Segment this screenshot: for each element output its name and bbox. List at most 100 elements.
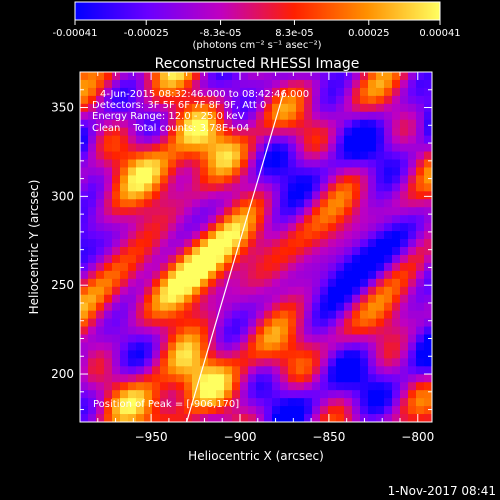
heatmap-cell: [184, 95, 193, 105]
heatmap-cell: [384, 87, 393, 97]
heatmap-cell: [128, 143, 137, 153]
chart-title: Reconstructed RHESSI Image: [155, 56, 360, 72]
heatmap-cell: [360, 254, 369, 264]
heatmap-cell: [312, 302, 321, 312]
heatmap-cell: [296, 111, 305, 121]
heatmap-cell: [344, 398, 353, 407]
heatmap-cell: [128, 95, 137, 105]
heatmap-cell: [80, 215, 89, 224]
heatmap-cell: [160, 167, 169, 176]
heatmap-cell: [88, 191, 97, 200]
heatmap-cell: [264, 231, 273, 240]
heatmap-cell: [120, 350, 129, 359]
heatmap-cell: [208, 215, 217, 224]
heatmap-cell: [424, 366, 432, 375]
heatmap-cell: [128, 199, 137, 208]
heatmap-cell: [152, 278, 161, 288]
heatmap-cell: [408, 278, 417, 288]
heatmap-cell: [112, 366, 121, 375]
heatmap-cell: [376, 294, 385, 304]
heatmap-cell: [248, 103, 257, 113]
heatmap-cell: [416, 215, 425, 224]
heatmap-cell: [160, 119, 169, 129]
heatmap-cell: [96, 199, 105, 208]
heatmap-cell: [376, 87, 385, 97]
heatmap-cell: [360, 366, 369, 375]
heatmap-cell: [384, 119, 393, 129]
heatmap-cell: [224, 199, 233, 208]
heatmap-cell: [416, 159, 425, 169]
heatmap-cell: [240, 159, 249, 169]
heatmap-cell: [240, 127, 249, 137]
heatmap-cell: [192, 406, 201, 415]
heatmap-cell: [344, 239, 353, 248]
heatmap-cell: [240, 167, 249, 176]
heatmap-cell: [424, 342, 432, 351]
heatmap-cell: [120, 167, 129, 176]
heatmap-cell: [224, 294, 233, 304]
heatmap-cell: [280, 398, 289, 407]
heatmap-cell: [288, 103, 297, 113]
heatmap-cell: [296, 247, 305, 256]
heatmap-cell: [184, 191, 193, 200]
heatmap-cell: [376, 278, 385, 288]
heatmap-cell: [376, 119, 385, 129]
heatmap-cell: [248, 262, 257, 272]
heatmap-cell: [120, 358, 129, 367]
heatmap-cell: [240, 143, 249, 153]
heatmap-cell: [256, 223, 265, 232]
heatmap-cell: [152, 143, 161, 153]
heatmap-cell: [312, 103, 321, 113]
heatmap-cell: [296, 342, 305, 351]
colorbar: [74, 1, 441, 21]
heatmap-cell: [312, 191, 321, 200]
heatmap-cell: [88, 366, 97, 375]
heatmap-cell: [120, 199, 129, 208]
heatmap-cell: [304, 103, 313, 113]
heatmap-cell: [392, 135, 401, 145]
heatmap-cell: [408, 183, 417, 192]
heatmap-cell: [104, 318, 113, 328]
heatmap-cell: [168, 310, 177, 320]
heatmap-cell: [144, 159, 153, 169]
heatmap-cell: [104, 374, 113, 383]
heatmap-cell: [408, 87, 417, 97]
heatmap-cell: [384, 294, 393, 304]
heatmap-cell: [272, 294, 281, 304]
heatmap-cell: [376, 103, 385, 113]
heatmap-cell: [184, 382, 193, 391]
heatmap-cell: [376, 127, 385, 137]
heatmap-cell: [208, 87, 217, 97]
heatmap-cell: [360, 382, 369, 391]
heatmap-cell: [304, 215, 313, 224]
heatmap-cell: [336, 374, 345, 383]
heatmap-cell: [320, 270, 329, 280]
heatmap-cell: [120, 398, 129, 407]
heatmap-cell: [416, 310, 425, 320]
heatmap-cell: [224, 382, 233, 391]
heatmap-cell: [328, 95, 337, 105]
heatmap-cell: [288, 95, 297, 105]
heatmap-cell: [96, 310, 105, 320]
heatmap-cell: [336, 310, 345, 320]
heatmap-cell: [320, 175, 329, 184]
heatmap-cell: [304, 374, 313, 383]
heatmap-cell: [248, 111, 257, 121]
heatmap-cell: [288, 294, 297, 304]
heatmap-cell: [208, 294, 217, 304]
heatmap-cell: [336, 302, 345, 312]
heatmap-cell: [248, 318, 257, 328]
heatmap-cell: [80, 406, 89, 415]
heatmap-cell: [200, 87, 209, 97]
heatmap-cell: [96, 167, 105, 176]
heatmap-cell: [312, 310, 321, 320]
heatmap-cell: [336, 175, 345, 184]
heatmap-cell: [312, 318, 321, 328]
heatmap-cell: [400, 414, 409, 422]
heatmap-cell: [160, 103, 169, 113]
heatmap-cell: [264, 334, 273, 344]
heatmap-cell: [128, 302, 137, 312]
plot-frame: [79, 71, 433, 423]
heatmap-cell: [120, 79, 129, 89]
